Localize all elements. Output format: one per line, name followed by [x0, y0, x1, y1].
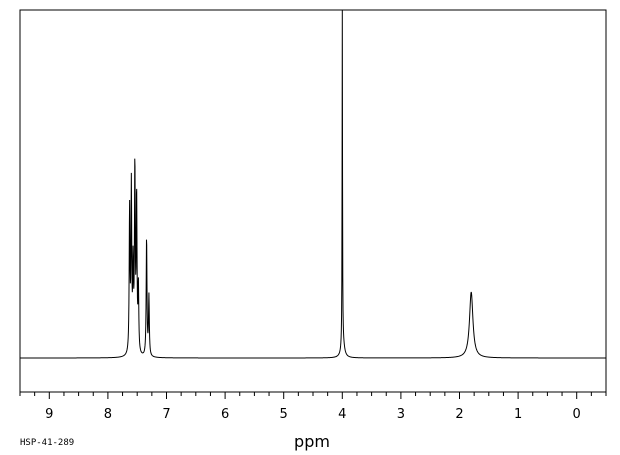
x-tick-label: 1	[514, 407, 522, 422]
plot-frame	[19, 9, 607, 393]
x-tick-label: 2	[455, 407, 463, 422]
x-tick-label: 6	[221, 407, 229, 422]
x-axis-tick-labels: 9 8 7 6 5 4 3 2 1 0	[45, 407, 581, 422]
x-tick-label: 3	[397, 407, 405, 422]
x-tick-label: 8	[104, 407, 112, 422]
x-axis-title: ppm	[294, 432, 330, 451]
x-tick-label: 7	[162, 407, 170, 422]
x-tick-label: 9	[45, 407, 53, 422]
spectrum-trace	[20, 9, 606, 359]
sample-code-label: HSP-41-289	[20, 438, 74, 448]
x-tick-label: 5	[280, 407, 288, 422]
x-tick-label: 4	[338, 407, 346, 422]
x-tick-label: 0	[573, 407, 581, 422]
x-axis-ticks	[19, 392, 607, 399]
